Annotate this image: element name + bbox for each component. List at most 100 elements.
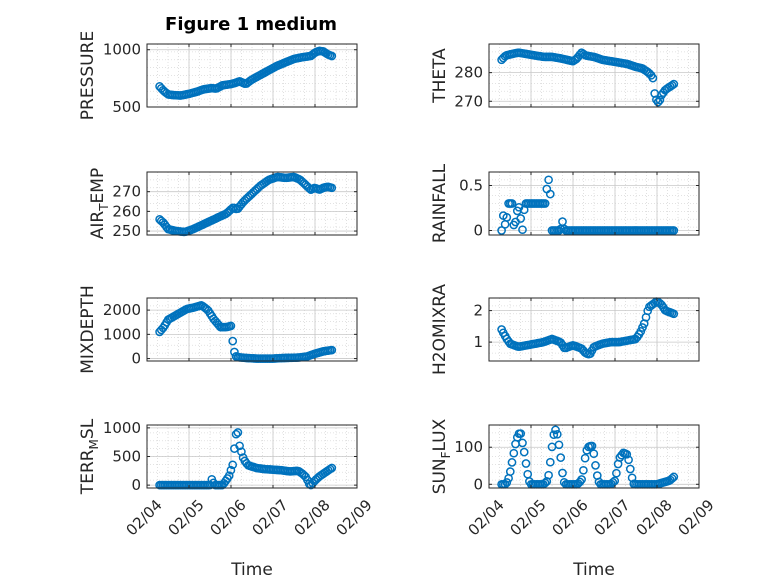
data-point [327, 51, 337, 61]
data-point [327, 345, 337, 355]
axes-box [488, 43, 700, 108]
x-axis-label: Time [572, 560, 615, 580]
y-axis-label: PRESSURE [78, 31, 98, 120]
y-tick-label: 260 [112, 202, 141, 220]
data-point [509, 448, 519, 458]
y-axis-label: SUNFLUX [430, 418, 453, 494]
data-point [224, 471, 234, 481]
x-tick-label: 02/05 [164, 496, 207, 539]
data-point [622, 449, 632, 459]
data-point [669, 226, 679, 235]
y-axis-label: AIRTEMP [88, 168, 111, 239]
x-tick-label: 02/09 [332, 496, 375, 539]
x-axis-label: Time [230, 560, 273, 580]
data-point [591, 461, 600, 470]
data-point [226, 321, 236, 331]
data-point [507, 199, 517, 208]
data-point [667, 80, 677, 90]
y-axis-label: RAINFALL [430, 163, 450, 243]
data-point [516, 214, 526, 223]
axes-box [146, 297, 358, 362]
data-point [579, 465, 588, 475]
y-tick-label: 0.5 [459, 177, 483, 195]
y-tick-label: 250 [112, 222, 141, 240]
data-point [549, 430, 559, 440]
data-point [669, 472, 679, 482]
data-point [507, 458, 517, 467]
data-point [610, 476, 620, 486]
data-point [502, 478, 512, 487]
data-point [653, 97, 663, 107]
axes-box [146, 43, 358, 108]
subplot-h2omixra: 1 2 H2OMIXRA [430, 284, 700, 375]
y-tick-label: 0 [131, 476, 141, 494]
y-tick-label: 1000 [103, 325, 141, 343]
y-tick-label: 500 [112, 448, 141, 466]
data-point [554, 440, 564, 450]
data-point [544, 470, 553, 480]
x-tick-label: 02/04 [122, 496, 165, 539]
figure-title: Figure 1 medium [165, 14, 337, 35]
data-point [327, 183, 337, 193]
data-point [502, 213, 512, 222]
axes-box [488, 171, 700, 236]
data-point [519, 447, 529, 457]
data-point [233, 428, 243, 437]
y-tick-label: 280 [454, 64, 483, 82]
data-point [624, 455, 633, 465]
data-point [226, 465, 236, 475]
data-point [228, 460, 238, 470]
subplot-mixdepth: 0 1000 2000 MIXDEPTH [78, 285, 358, 374]
data-point [545, 189, 555, 199]
data-point [667, 474, 677, 483]
data-point [558, 468, 567, 478]
data-point [669, 309, 679, 319]
data-point [518, 438, 527, 448]
x-tick-label: 02/06 [548, 496, 591, 539]
x-tick-label: 02/07 [590, 496, 633, 539]
data-point [518, 225, 527, 235]
data-point [497, 226, 506, 235]
x-tick-label: 02/09 [674, 496, 717, 539]
data-point [625, 464, 635, 474]
y-tick-label: 270 [112, 183, 141, 201]
data-point [587, 441, 597, 451]
y-tick-label: 100 [454, 438, 483, 456]
y-axis-label: TERRMSL [78, 418, 101, 495]
axes-box [146, 171, 358, 236]
data-point [505, 467, 515, 476]
x-tick-label: 02/05 [506, 496, 549, 539]
y-tick-label: 2 [473, 302, 483, 320]
y-tick-label: 0 [473, 475, 483, 493]
data-point [235, 441, 244, 451]
y-tick-label: 500 [112, 98, 141, 116]
y-axis-label: MIXDEPTH [78, 285, 98, 374]
y-tick-label: 1000 [103, 41, 141, 59]
data-point [544, 175, 553, 185]
y-tick-label: 0 [131, 350, 141, 368]
axes-box [488, 424, 700, 489]
data-point [612, 468, 621, 478]
data-point [545, 457, 555, 467]
data-point [577, 475, 586, 484]
data-point [514, 202, 524, 212]
subplot-rainfall: 0 0.5 RAINFALL [430, 163, 700, 243]
x-tick-label: 02/06 [206, 496, 249, 539]
data-point [608, 478, 618, 487]
x-tick-label: 02/08 [290, 496, 333, 539]
data-point [551, 425, 560, 435]
y-tick-label: 0 [473, 222, 483, 240]
data-point [556, 453, 566, 462]
x-tick-label: 02/07 [248, 496, 291, 539]
data-point [521, 459, 531, 468]
data-point [228, 336, 238, 346]
data-point [580, 453, 590, 463]
data-point [655, 95, 665, 105]
axes-box [488, 297, 700, 362]
